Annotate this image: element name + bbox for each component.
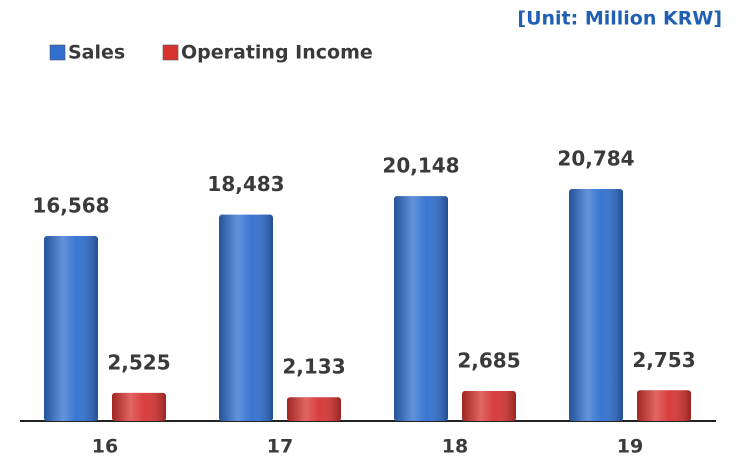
bar-shine [394,196,448,421]
bar-shine [112,392,166,421]
x-tick-label: 16 [92,436,118,458]
data-label: 2,685 [457,349,520,373]
legend-label: Sales [68,42,125,64]
legend-label: Operating Income [181,42,373,64]
data-label: 2,753 [632,348,695,372]
legend-swatch [49,44,66,61]
data-label: 16,568 [32,194,109,218]
unit-note: [Unit: Million KRW] [517,8,722,30]
x-tick-label: 19 [617,436,643,458]
bar-shine [219,214,273,421]
data-label: 2,133 [282,355,345,379]
bar-shine [462,391,516,421]
data-label: 18,483 [207,172,284,196]
bar-shine [44,236,98,421]
x-tick-label: 17 [267,436,293,458]
x-tick-label: 18 [442,436,468,458]
bar-shine [287,397,341,421]
data-label: 2,525 [107,350,170,374]
data-label: 20,148 [382,154,459,178]
bar-shine [637,390,691,421]
bar-shine [569,189,623,421]
data-label: 20,784 [557,147,634,171]
legend-swatch [162,44,179,61]
